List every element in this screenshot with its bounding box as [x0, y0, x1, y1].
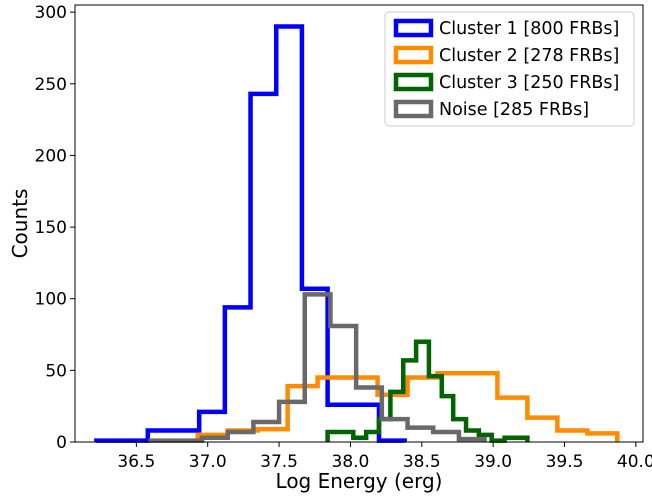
legend-label-1: Cluster 1 [800 FRBs] — [439, 19, 619, 39]
legend-swatch-3 — [393, 72, 434, 92]
x-tick-label: 36.5 — [117, 452, 155, 472]
histogram-series-2 — [195, 370, 620, 442]
x-tick-label: 39.5 — [546, 452, 584, 472]
x-tick-label: 37.5 — [260, 452, 298, 472]
legend: Cluster 1 [800 FRBs] Cluster 2 [278 FRBs]… — [384, 11, 635, 127]
y-axis-label: Counts — [8, 189, 32, 259]
legend-label-2: Cluster 2 [278 FRBs] — [439, 46, 619, 66]
histogram-series-4 — [148, 292, 487, 443]
legend-label-4: Noise [285 FRBs] — [439, 100, 589, 120]
histogram-series-3 — [325, 339, 530, 443]
histogram-series-layer — [94, 24, 620, 443]
y-tick-label: 150 — [35, 218, 67, 238]
x-axis-label: Log Energy (erg) — [276, 469, 443, 493]
x-tick-label: 37.0 — [189, 452, 227, 472]
histogram-series-1 — [94, 24, 407, 443]
y-tick-label: 250 — [35, 75, 67, 95]
legend-label-3: Cluster 3 [250 FRBs] — [439, 73, 619, 93]
legend-swatch-4 — [393, 99, 434, 119]
axes-frame — [74, 4, 644, 443]
x-tick-label: 38.0 — [332, 452, 370, 472]
y-tick-label: 50 — [45, 361, 67, 381]
legend-swatch-2 — [393, 45, 434, 65]
y-tick-label: 0 — [56, 433, 67, 453]
y-tick-label: 200 — [35, 146, 67, 166]
x-tick-label: 40.0 — [617, 452, 652, 472]
legend-box — [384, 11, 635, 127]
x-tick-label: 38.5 — [403, 452, 441, 472]
x-tick-label: 39.0 — [474, 452, 512, 472]
axis-ticks: 36.5 37.0 37.5 38.0 38.5 39.0 39.5 40.0 0 50 100 15… — [35, 3, 652, 472]
y-tick-label: 100 — [35, 290, 67, 310]
y-tick-label: 300 — [35, 3, 67, 23]
legend-swatch-1 — [393, 18, 434, 38]
